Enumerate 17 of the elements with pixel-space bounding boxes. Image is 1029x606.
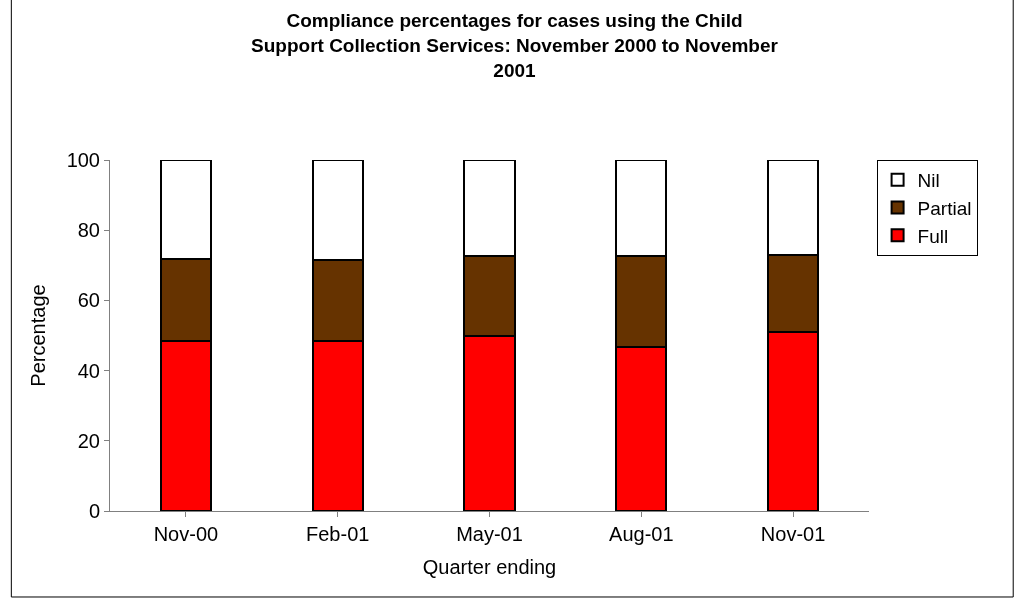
x-tick-label: Nov-01 bbox=[760, 523, 826, 545]
y-axis-title: Percentage bbox=[27, 284, 50, 387]
chart-title: Compliance percentages for cases using the Child Support Collection Services: November 2000 to November 2001 bbox=[251, 10, 779, 81]
y-tick-label: 80 bbox=[77, 219, 100, 242]
x-tick-label: Aug-01 bbox=[609, 523, 674, 545]
y-tick-label: 0 bbox=[88, 500, 100, 522]
y-tick-label: 60 bbox=[77, 289, 100, 312]
y-tick-label: 40 bbox=[77, 359, 100, 382]
y-tick-label: 20 bbox=[77, 429, 100, 452]
x-tick-label: Feb-01 bbox=[306, 523, 370, 545]
legend-label: Nil bbox=[917, 170, 940, 192]
x-axis-title: Quarter ending bbox=[422, 555, 557, 578]
legend-label: Full bbox=[917, 225, 949, 247]
x-tick-label: May-01 bbox=[456, 523, 523, 545]
legend-label: Partial bbox=[917, 197, 972, 219]
y-tick-label: 100 bbox=[66, 149, 100, 171]
x-tick-label: Nov-00 bbox=[153, 523, 219, 545]
